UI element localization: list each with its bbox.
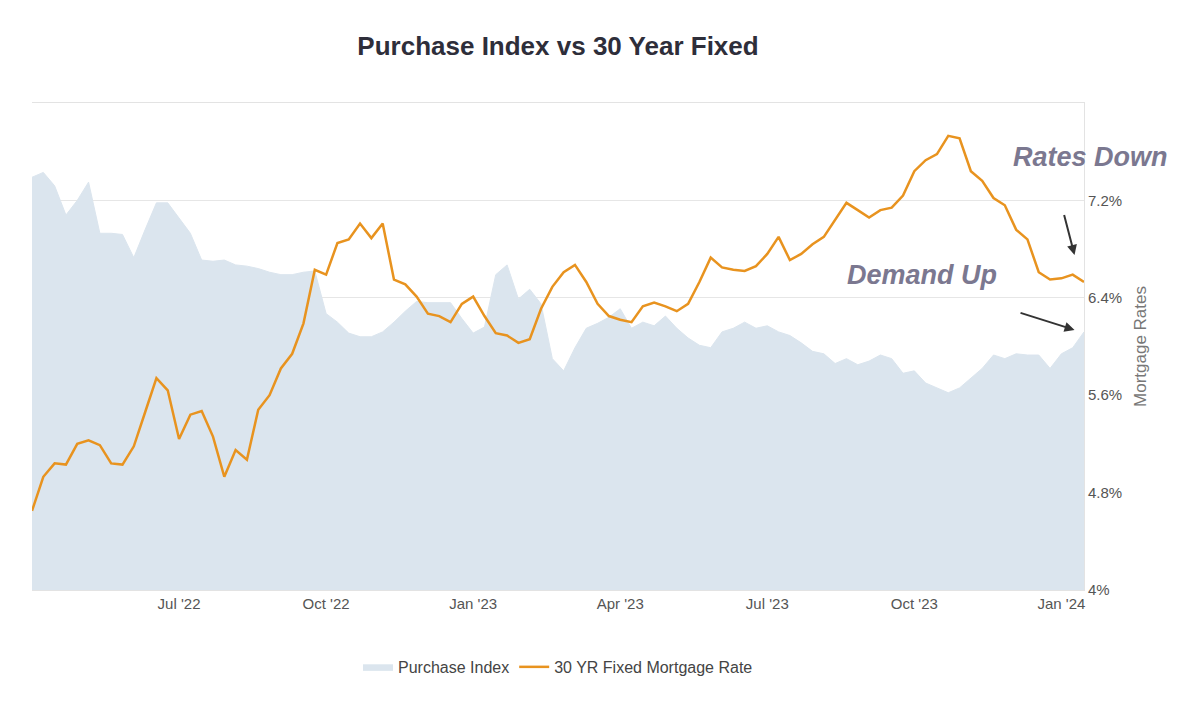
svg-text:Mortgage Rates: Mortgage Rates (1131, 286, 1150, 407)
svg-text:Rates Down: Rates Down (1013, 142, 1168, 172)
svg-text:5.6%: 5.6% (1088, 386, 1122, 403)
svg-text:Demand Up: Demand Up (847, 260, 997, 290)
svg-text:Oct '23: Oct '23 (891, 595, 938, 612)
svg-text:Jan '23: Jan '23 (449, 595, 497, 612)
svg-text:30 YR Fixed Mortgage Rate: 30 YR Fixed Mortgage Rate (554, 659, 752, 676)
svg-text:Oct '22: Oct '22 (303, 595, 350, 612)
svg-text:7.2%: 7.2% (1088, 192, 1122, 209)
svg-text:Purchase Index vs 30 Year Fixe: Purchase Index vs 30 Year Fixed (357, 31, 758, 61)
svg-text:6.4%: 6.4% (1088, 289, 1122, 306)
svg-text:Purchase Index: Purchase Index (398, 659, 509, 676)
svg-text:4%: 4% (1088, 581, 1110, 598)
svg-text:4.8%: 4.8% (1088, 484, 1122, 501)
svg-text:Jan '24: Jan '24 (1037, 595, 1085, 612)
svg-text:Apr '23: Apr '23 (597, 595, 644, 612)
svg-text:Jul '22: Jul '22 (158, 595, 201, 612)
svg-text:Jul '23: Jul '23 (746, 595, 789, 612)
